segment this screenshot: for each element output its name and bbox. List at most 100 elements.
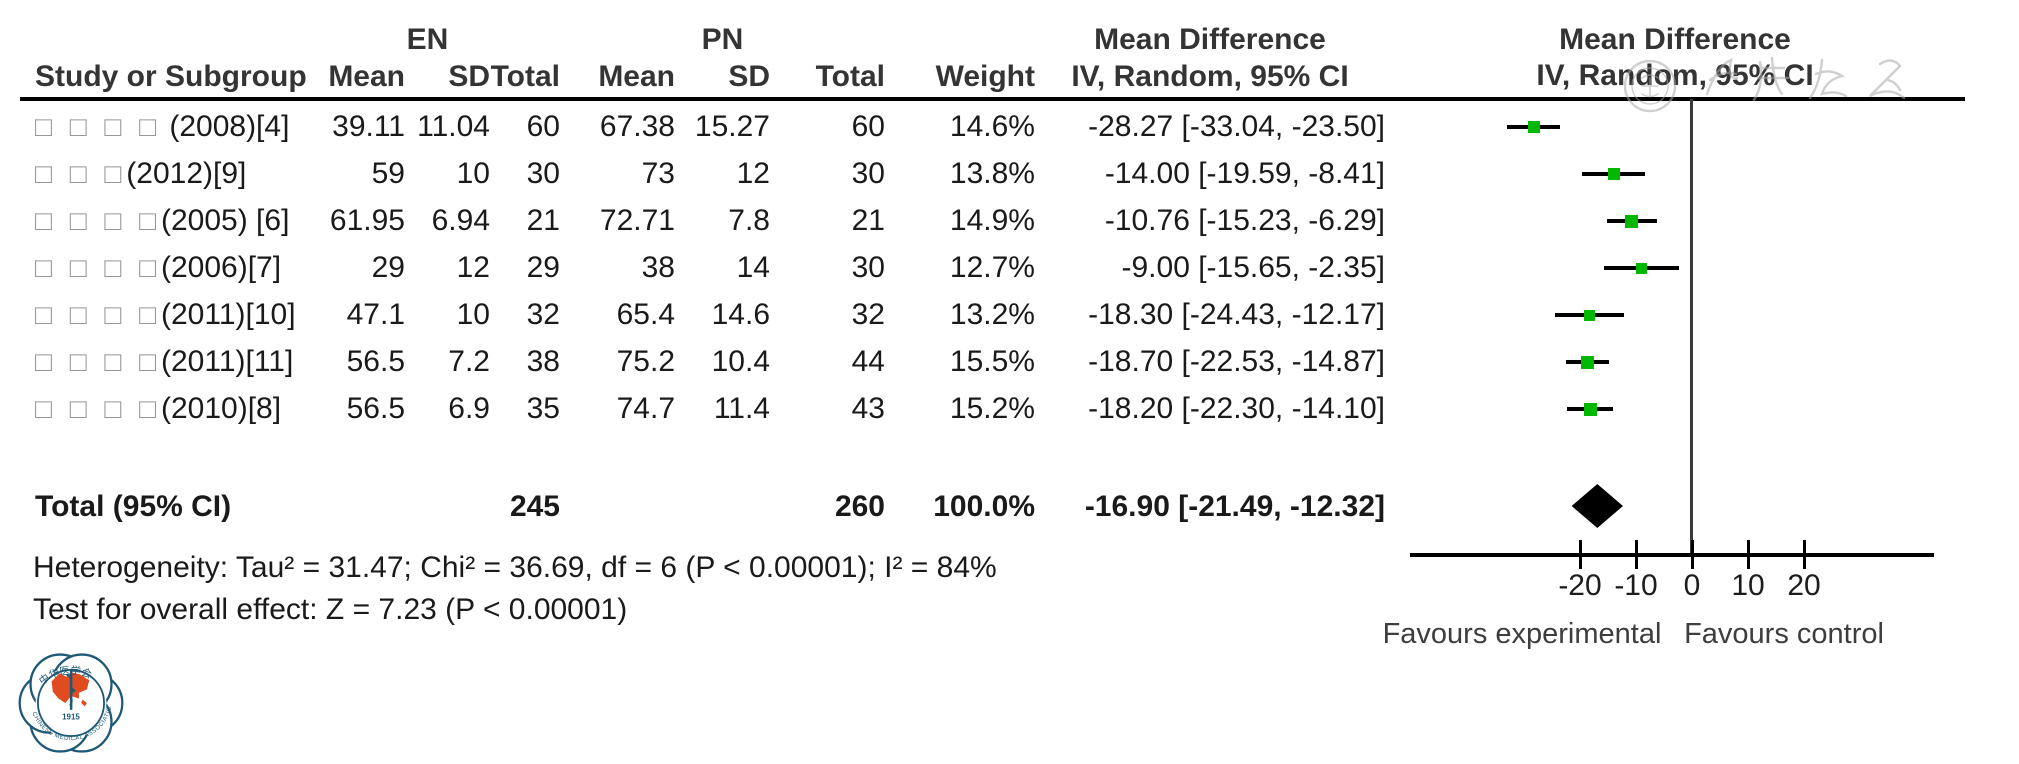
study-name-label: (2011)[11] (161, 345, 294, 378)
study-rows: □ □ □ □ (2008)[4] 39.11 11.04 60 67.38 15.27 6… (22, 103, 1385, 432)
cell-en_sd: 10 (456, 298, 490, 331)
cell-pn_total: 30 (851, 157, 885, 190)
study-name-boxes: □ □ □ □ (35, 393, 161, 424)
watermark-chinese-medical-association (1623, 56, 1906, 113)
cell-en_mean: 61.95 (329, 204, 405, 237)
study-name: □ □ □(2012)[9] (22, 150, 295, 197)
axis-tick-label: 20 (1787, 569, 1821, 602)
study-name-label: (2005) [6] (161, 204, 290, 237)
plot-effect-title: Mean Difference (1559, 23, 1791, 56)
point-estimate-square (1583, 402, 1597, 416)
col-en-mean: Mean (328, 60, 405, 93)
cell-en_sd: 10 (456, 157, 490, 190)
cell-pn_sd: 7.8 (728, 204, 770, 237)
point-estimate-square (1636, 262, 1648, 274)
study-name: □ □ □ □(2005) [6] (22, 197, 295, 244)
study-name: □ □ □ □(2011)[10] (22, 291, 296, 338)
zero-line (1690, 99, 1693, 555)
axis-tick-label: 0 (1683, 569, 1701, 602)
study-name-boxes: □ □ □ (35, 158, 127, 189)
col-pn-mean: Mean (598, 60, 675, 93)
col-en-total: Total (490, 60, 560, 93)
header-spacer (885, 22, 1035, 58)
study-name-label: (2008)[4] (161, 110, 290, 143)
cell-pn_total: 43 (851, 392, 885, 425)
group-header-pn: PN (701, 23, 744, 56)
cell-weight: 12.7% (949, 251, 1035, 284)
table-header-groups: EN PN Mean Difference (22, 22, 1385, 58)
study-name-label: (2012)[9] (126, 157, 247, 190)
cell-en_mean: 56.5 (346, 392, 405, 425)
cell-en_total: 38 (526, 345, 560, 378)
cell-pn_total: 60 (851, 110, 885, 143)
col-study-or-subgroup: Study or Subgroup (35, 60, 307, 93)
favours-experimental-label: Favours experimental (1382, 618, 1662, 650)
cell-en_sd: 12 (456, 251, 490, 284)
study-name-boxes: □ □ □ □ (35, 346, 161, 377)
cell-pn_mean: 67.38 (599, 110, 675, 143)
study-name-boxes: □ □ □ □ (35, 205, 161, 236)
cell-en_total: 60 (526, 110, 560, 143)
point-estimate-square (1625, 214, 1639, 228)
cell-pn_sd: 14.6 (711, 298, 770, 331)
ci-line (1604, 266, 1679, 270)
cell-en_sd: 6.94 (431, 204, 490, 237)
cell-pn_sd: 14 (736, 251, 770, 284)
logo-year: 1915 (62, 713, 80, 722)
study-name: □ □ □ □(2006)[7] (22, 244, 295, 291)
study-name: □ □ □ □(2011)[11] (22, 338, 295, 385)
study-name-label: (2010)[8] (161, 392, 282, 425)
group-header-en: EN (406, 23, 449, 56)
cell-weight: 13.8% (949, 157, 1035, 190)
cell-en_total: 21 (526, 204, 560, 237)
study-name: □ □ □ □(2010)[8] (22, 385, 295, 432)
cell-en_sd: 11.04 (417, 110, 490, 143)
cell-ci_text: -18.70 [-22.53, -14.87] (1088, 345, 1385, 378)
col-pn-total: Total (815, 60, 885, 93)
header-rule (20, 97, 1965, 101)
study-name-label: (2011)[10] (161, 298, 296, 331)
cell-ci_text: -18.20 [-22.30, -14.10] (1088, 392, 1385, 425)
point-estimate-square (1527, 121, 1540, 133)
ci-line (1606, 219, 1657, 223)
cell-pn_sd: 15.27 (694, 110, 770, 143)
cell-pn_sd: 10.4 (711, 345, 770, 378)
cell-en_mean: 29 (371, 251, 405, 284)
cell-pn_mean: 73 (641, 157, 675, 190)
cell-pn_mean: 75.2 (616, 345, 675, 378)
total-ci: -16.90 [-21.49, -12.32] (1084, 490, 1385, 523)
cell-weight: 13.2% (949, 298, 1035, 331)
x-axis (1410, 553, 1934, 557)
axis-tick-label: 10 (1731, 569, 1765, 602)
ci-line (1567, 407, 1614, 411)
cell-en_sd: 7.2 (448, 345, 490, 378)
cell-en_mean: 56.5 (346, 345, 405, 378)
study-name-label: (2006)[7] (161, 251, 282, 284)
total-pn-total: 260 (834, 490, 885, 523)
ci-line (1555, 313, 1624, 317)
cell-pn_mean: 72.71 (599, 204, 675, 237)
cell-pn_sd: 11.4 (713, 392, 770, 425)
cell-en_total: 32 (526, 298, 560, 331)
cell-weight: 15.5% (949, 345, 1035, 378)
cell-pn_total: 30 (851, 251, 885, 284)
effect-sub: IV, Random, 95% CI (1071, 60, 1349, 93)
col-en-sd: SD (448, 60, 490, 93)
cell-en_total: 30 (526, 157, 560, 190)
cell-en_mean: 59 (371, 157, 405, 190)
cell-en_total: 29 (526, 251, 560, 284)
cell-en_mean: 47.1 (346, 298, 405, 331)
cell-pn_mean: 65.4 (616, 298, 675, 331)
favours-control-label: Favours control (1684, 618, 1884, 650)
study-name-boxes: □ □ □ □ (35, 111, 161, 142)
study-name: □ □ □ □ (2008)[4] (22, 103, 295, 150)
effect-title: Mean Difference (1094, 23, 1326, 56)
cell-en_mean: 39.11 (332, 110, 405, 143)
cell-ci_text: -14.00 [-19.59, -8.41] (1104, 157, 1385, 190)
point-estimate-square (1580, 355, 1594, 369)
heterogeneity-line: Heterogeneity: Tau² = 31.47; Chi² = 36.6… (33, 551, 997, 584)
study-name-boxes: □ □ □ □ (35, 299, 161, 330)
cell-ci_text: -10.76 [-15.23, -6.29] (1104, 204, 1385, 237)
cell-weight: 14.9% (949, 204, 1035, 237)
table-header-columns: Study or Subgroup Mean SD Total Mean SD … (22, 59, 1385, 95)
